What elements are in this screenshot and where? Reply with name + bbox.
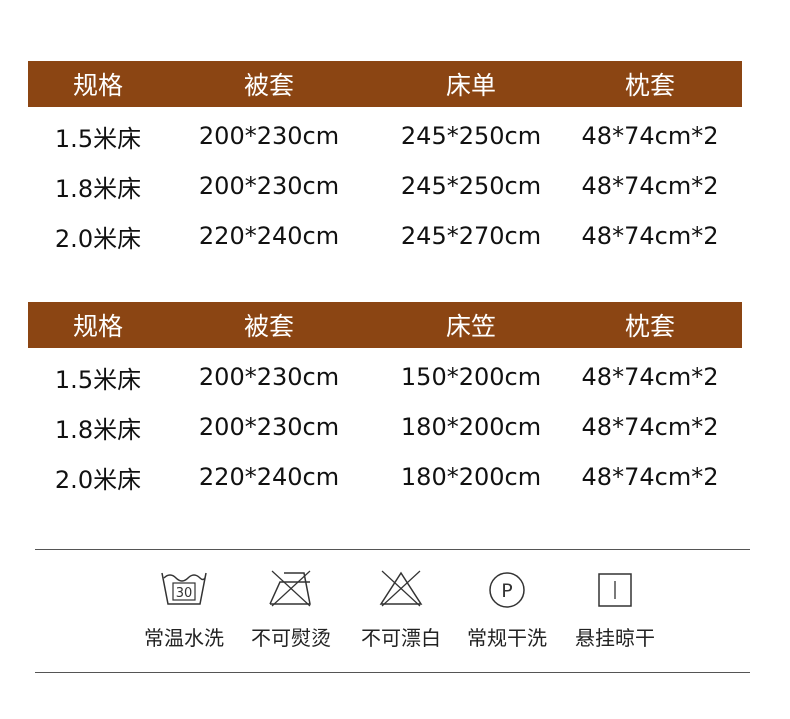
table-row: 1.8米床 200*230cm 180*200cm 48*74cm*2: [28, 402, 742, 452]
care-item-no-iron: 不可熨烫: [241, 568, 341, 651]
cell: 48*74cm*2: [581, 463, 719, 491]
cell: 220*240cm: [198, 222, 340, 250]
care-item-line-dry: 悬挂晾干: [565, 568, 665, 651]
cell: 180*200cm: [400, 413, 542, 441]
cell: 245*270cm: [400, 222, 542, 250]
care-label: 不可漂白: [361, 626, 441, 650]
cell: 2.0米床: [54, 224, 142, 253]
cell: 180*200cm: [400, 463, 542, 491]
cell: 220*240cm: [198, 463, 340, 491]
cell: 150*200cm: [400, 363, 542, 391]
no-iron-icon: [269, 570, 311, 607]
care-label: 悬挂晾干: [575, 626, 655, 650]
cell: 48*74cm*2: [581, 413, 719, 441]
table-header: 规格 被套 床笠 枕套: [28, 302, 742, 348]
svg-text:30: 30: [176, 586, 193, 601]
header-cell: 床单: [445, 71, 497, 100]
header-cell: 床笠: [445, 312, 497, 341]
size-table-2: 规格 被套 床笠 枕套 1.5米床 200*230cm 150*200cm 48…: [28, 302, 742, 502]
care-item-dry-clean: P 常规干洗: [457, 568, 557, 651]
care-item-wash: 30 常温水洗: [134, 568, 234, 651]
table-header: 规格 被套 床单 枕套: [28, 61, 742, 107]
table-row: 1.5米床 200*230cm 150*200cm 48*74cm*2: [28, 352, 742, 402]
cell: 2.0米床: [54, 465, 142, 494]
cell: 48*74cm*2: [581, 122, 719, 150]
cell: 245*250cm: [400, 122, 542, 150]
dry-clean-p-icon: P: [489, 572, 525, 608]
header-cell: 规格: [72, 312, 124, 341]
divider: [35, 672, 750, 673]
line-dry-icon: [598, 573, 632, 607]
header-cell: 被套: [243, 71, 295, 100]
cell: 1.5米床: [54, 365, 142, 394]
cell: 1.5米床: [54, 124, 142, 153]
header-cell: 枕套: [624, 312, 676, 341]
care-label: 常规干洗: [467, 626, 547, 650]
care-item-no-bleach: 不可漂白: [351, 568, 451, 651]
care-label: 不可熨烫: [251, 626, 331, 650]
size-table-1: 规格 被套 床单 枕套 1.5米床 200*230cm 245*250cm 48…: [28, 61, 742, 261]
cell: 200*230cm: [198, 363, 340, 391]
cell: 48*74cm*2: [581, 172, 719, 200]
cell: 200*230cm: [198, 122, 340, 150]
header-cell: 规格: [72, 71, 124, 100]
cell: 1.8米床: [54, 415, 142, 444]
cell: 245*250cm: [400, 172, 542, 200]
no-bleach-icon: [379, 570, 423, 607]
cell: 48*74cm*2: [581, 222, 719, 250]
wash-30-icon: 30: [161, 572, 207, 605]
cell: 1.8米床: [54, 174, 142, 203]
care-label: 常温水洗: [144, 626, 224, 650]
header-cell: 被套: [243, 312, 295, 341]
cell: 48*74cm*2: [581, 363, 719, 391]
divider: [35, 549, 750, 550]
table-row: 2.0米床 220*240cm 180*200cm 48*74cm*2: [28, 452, 742, 502]
table-row: 2.0米床 220*240cm 245*270cm 48*74cm*2: [28, 211, 742, 261]
table-row: 1.5米床 200*230cm 245*250cm 48*74cm*2: [28, 111, 742, 161]
cell: 200*230cm: [198, 172, 340, 200]
table-row: 1.8米床 200*230cm 245*250cm 48*74cm*2: [28, 161, 742, 211]
cell: 200*230cm: [198, 413, 340, 441]
header-cell: 枕套: [624, 71, 676, 100]
svg-text:P: P: [501, 580, 512, 602]
